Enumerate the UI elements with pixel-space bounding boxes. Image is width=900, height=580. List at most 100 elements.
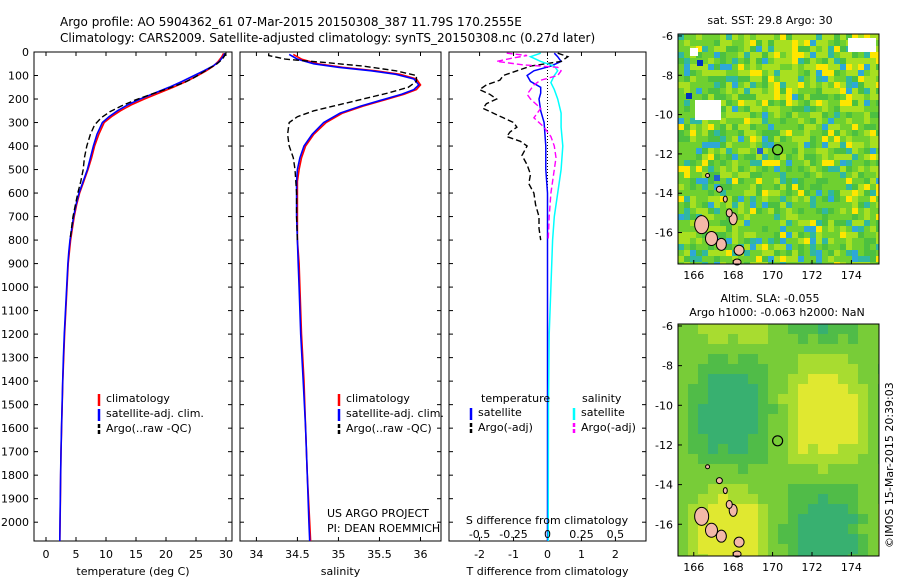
map-cell xyxy=(744,112,750,118)
map-cell xyxy=(848,324,858,334)
map-cell xyxy=(774,34,780,40)
map-cell xyxy=(762,220,768,226)
map-cell xyxy=(822,202,828,208)
map-cell xyxy=(816,46,822,52)
map-cell xyxy=(702,166,708,172)
map-cell xyxy=(738,384,748,394)
map-cell xyxy=(818,514,828,524)
map-cell xyxy=(792,232,798,238)
map-cell xyxy=(774,82,780,88)
map-cell xyxy=(858,256,864,262)
map-cell xyxy=(804,190,810,196)
map-cell xyxy=(876,244,879,250)
map-cell xyxy=(780,34,786,40)
map-cell xyxy=(684,184,690,190)
map-cell xyxy=(708,166,714,172)
map-cell xyxy=(728,514,738,524)
map-cell xyxy=(720,172,726,178)
map-cell xyxy=(858,454,868,464)
map-cell xyxy=(756,64,762,70)
map-cell xyxy=(848,444,858,454)
map-cell xyxy=(858,354,868,364)
map-cell xyxy=(816,142,822,148)
map-cell xyxy=(788,464,798,474)
map-cell xyxy=(728,344,738,354)
map-cell xyxy=(792,178,798,184)
map-cell xyxy=(774,232,780,238)
map-cell xyxy=(816,136,822,142)
map-cell xyxy=(868,364,878,374)
map-cell xyxy=(804,118,810,124)
map-cell xyxy=(688,464,698,474)
map-cell xyxy=(818,384,828,394)
map-cell xyxy=(840,46,846,52)
map-cell xyxy=(744,94,750,100)
map-cell xyxy=(810,190,816,196)
map-cell xyxy=(688,424,698,434)
map-cell xyxy=(834,214,840,220)
map-cell xyxy=(840,106,846,112)
map-cell xyxy=(708,142,714,148)
map-cell xyxy=(838,334,848,344)
map-cell xyxy=(848,334,858,344)
map-cell xyxy=(858,190,864,196)
map-cell xyxy=(688,444,698,454)
map-cell xyxy=(786,46,792,52)
map-cell xyxy=(816,94,822,100)
map-cell xyxy=(864,190,870,196)
map-cell xyxy=(870,190,876,196)
map-cell xyxy=(718,494,728,504)
map-cell xyxy=(786,154,792,160)
salinity-panel: 34 34.5 35 35.5 36salinityclimatologysatelli… xyxy=(239,51,444,578)
map-cell xyxy=(810,40,816,46)
map-cell xyxy=(786,112,792,118)
map-cell xyxy=(748,374,758,384)
map-cell xyxy=(798,394,808,404)
map-cell xyxy=(780,142,786,148)
map-cell xyxy=(786,136,792,142)
map-cell xyxy=(774,76,780,82)
map-cell xyxy=(780,196,786,202)
map-cell xyxy=(738,166,744,172)
map-cell xyxy=(798,130,804,136)
map-cell xyxy=(792,214,798,220)
map-cell xyxy=(696,124,702,130)
map-cell xyxy=(810,118,816,124)
x-tick-label: 30 xyxy=(219,548,233,561)
map-cell xyxy=(720,184,726,190)
map-cell xyxy=(698,344,708,354)
map-cell xyxy=(858,226,864,232)
map-cell xyxy=(678,34,684,40)
map-cell xyxy=(786,82,792,88)
map-cell xyxy=(798,64,804,70)
map-cell xyxy=(828,344,838,354)
map-cell xyxy=(720,262,726,264)
map-cell xyxy=(858,232,864,238)
map-cell xyxy=(808,494,818,504)
map-cell xyxy=(834,238,840,244)
map-cell xyxy=(864,64,870,70)
map-cell xyxy=(804,70,810,76)
map-cell xyxy=(828,58,834,64)
x-tick-label: 0 xyxy=(544,548,551,561)
map-cell xyxy=(768,118,774,124)
map-cell xyxy=(702,130,708,136)
map-cell xyxy=(858,76,864,82)
map-cell xyxy=(778,544,788,554)
map-cell xyxy=(834,142,840,148)
map-cell xyxy=(846,82,852,88)
map-cell xyxy=(840,130,846,136)
map-cell xyxy=(818,374,828,384)
map-cell xyxy=(732,202,738,208)
map-cell xyxy=(840,34,846,40)
map-cell xyxy=(778,444,788,454)
map-cell xyxy=(728,384,738,394)
y-tick-label: 900 xyxy=(8,258,29,271)
map-cell xyxy=(708,130,714,136)
map-cell xyxy=(822,124,828,130)
map-cell xyxy=(864,250,870,256)
map-cell xyxy=(798,196,804,202)
map-cell xyxy=(858,484,868,494)
map-cell xyxy=(708,454,718,464)
map-cell xyxy=(834,184,840,190)
